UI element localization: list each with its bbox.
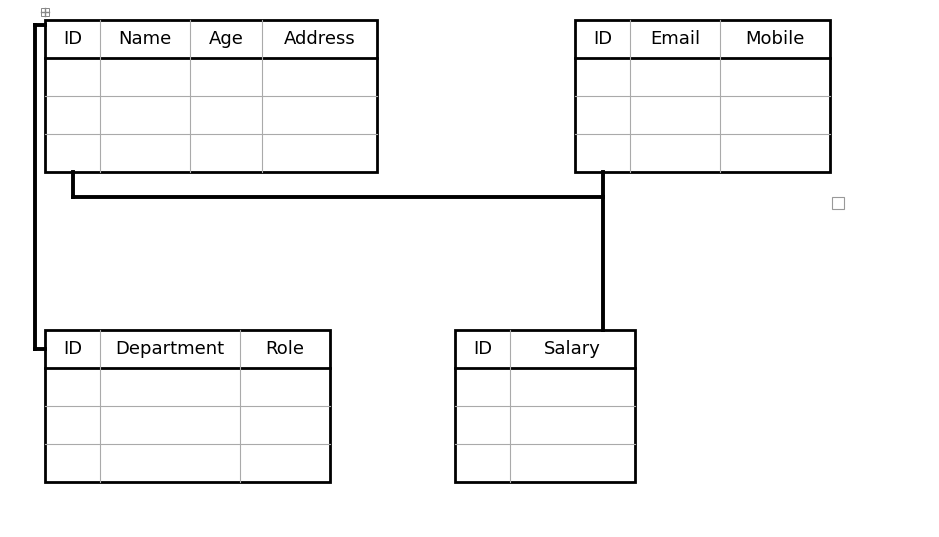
Bar bbox=[575, 20, 830, 172]
Bar bbox=[455, 330, 635, 482]
Text: Email: Email bbox=[650, 30, 700, 48]
Text: Mobile: Mobile bbox=[746, 30, 805, 48]
Bar bbox=[41, 8, 49, 16]
Bar bbox=[832, 197, 844, 209]
Text: Salary: Salary bbox=[544, 340, 601, 358]
Bar bbox=[45, 330, 330, 482]
Text: Department: Department bbox=[115, 340, 224, 358]
Text: ID: ID bbox=[63, 340, 82, 358]
Text: Age: Age bbox=[208, 30, 243, 48]
Text: ID: ID bbox=[473, 340, 492, 358]
Text: ID: ID bbox=[63, 30, 82, 48]
Text: ID: ID bbox=[593, 30, 612, 48]
Bar bbox=[45, 20, 377, 172]
Text: Name: Name bbox=[118, 30, 172, 48]
Text: Role: Role bbox=[266, 340, 304, 358]
Text: Address: Address bbox=[284, 30, 355, 48]
